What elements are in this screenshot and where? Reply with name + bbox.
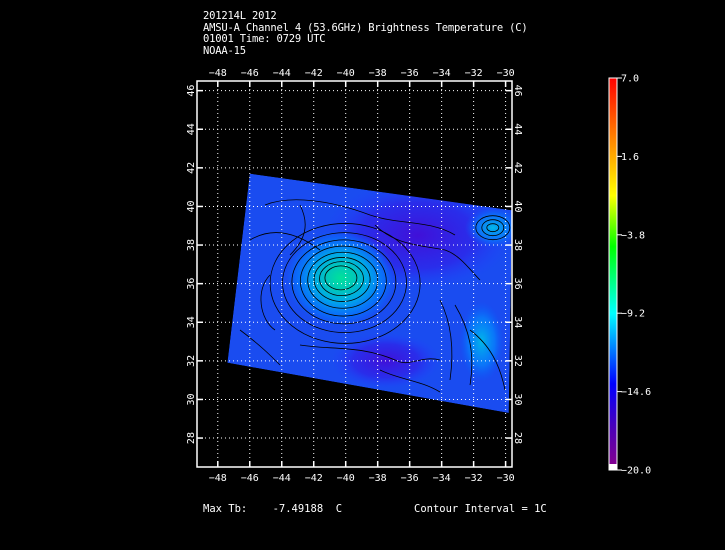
swath-heatmap (227, 173, 512, 413)
lon-label-bottom: −40 (337, 473, 355, 484)
colorbar-label: 1.6 (621, 152, 639, 163)
contour-ring (291, 239, 397, 325)
lat-label-left: 34 (186, 316, 197, 328)
max-tb-value: -7.49188 (272, 503, 324, 515)
lon-label-top: −38 (369, 68, 387, 79)
lon-label-bottom: −44 (273, 473, 291, 484)
lat-label-left: 44 (186, 123, 197, 135)
lat-label-right: 46 (512, 85, 523, 97)
lon-label-bottom: −42 (305, 473, 323, 484)
lat-label-right: 28 (512, 432, 523, 444)
lat-label-right: 40 (512, 200, 523, 212)
contour-ring (319, 261, 364, 297)
lon-label-top: −30 (497, 68, 515, 79)
colorbar-label: −9.2 (621, 309, 645, 320)
lon-label-top: −40 (337, 68, 355, 79)
lon-label-bottom: −36 (401, 473, 419, 484)
contour-ring (282, 232, 407, 334)
lon-label-bottom: −48 (209, 473, 227, 484)
contour-line (264, 199, 456, 236)
satellite-name: NOAA-15 (203, 44, 246, 57)
storm-id-line: 201214L 2012 (203, 10, 277, 22)
colorbar-frame (608, 77, 618, 471)
lat-label-left: 36 (186, 278, 197, 290)
contour-ring (269, 223, 421, 344)
contour-ring (486, 223, 500, 233)
colorbar-label: −3.8 (621, 230, 645, 241)
contour-ring (313, 257, 371, 302)
lon-label-bottom: −46 (241, 473, 259, 484)
lon-label-bottom: −30 (497, 473, 515, 484)
lon-label-bottom: −34 (433, 473, 451, 484)
lon-label-top: −36 (401, 68, 419, 79)
contour-ring (299, 245, 387, 317)
contour-line (289, 204, 306, 256)
lat-label-left: 46 (186, 85, 197, 97)
secondary-warm-core (464, 207, 512, 248)
lat-label-left: 42 (186, 162, 197, 174)
lon-label-top: −48 (209, 68, 227, 79)
lat-label-right: 32 (512, 355, 523, 367)
colorbar-gradient (609, 78, 617, 470)
contour-line (379, 369, 441, 393)
contour-ring (475, 215, 511, 241)
lat-label-left: 30 (186, 393, 197, 405)
lat-label-left: 32 (186, 355, 197, 367)
contour-line (374, 224, 481, 281)
colorbar-min-swatch (609, 464, 617, 470)
lat-label-right: 44 (512, 123, 523, 135)
product-title: AMSU-A Channel 4 (53.6GHz) Brightness Te… (203, 21, 528, 34)
max-tb-label: Max Tb: (203, 503, 248, 515)
colorbar: 7.0 1.6 −3.8 −9.2 −14.6 −20.0 (608, 74, 651, 477)
lat-label-left: 28 (186, 432, 197, 444)
contour-ring (481, 219, 505, 237)
lon-label-top: −34 (433, 68, 451, 79)
lat-label-right: 42 (512, 162, 523, 174)
contour-line (239, 329, 281, 366)
contour-interval-text: Contour Interval = 1C (414, 503, 547, 515)
axis-ticks: −48 −48 −46 −46 −44 −44 −42 −42 −40 −40 −38 −38 −36 −… (186, 68, 523, 484)
contour-line (260, 274, 276, 331)
lon-label-top: −46 (241, 68, 259, 79)
contour-line (469, 329, 506, 391)
lat-label-left: 38 (186, 239, 197, 251)
lat-label-right: 34 (512, 316, 523, 328)
time-line: 01001 Time: 0729 UTC (203, 33, 326, 45)
max-tb-unit: C (335, 503, 343, 515)
lon-label-top: −44 (273, 68, 291, 79)
map-header: 201214L 2012 AMSU-A Channel 4 (53.6GHz) … (203, 10, 528, 57)
lat-lon-grid (197, 81, 512, 467)
lat-label-right: 36 (512, 278, 523, 290)
warm-core (285, 229, 396, 326)
colorbar-label: −20.0 (621, 466, 651, 477)
lat-label-right: 38 (512, 239, 523, 251)
contour-ring (324, 265, 358, 291)
contour-lines (239, 199, 511, 393)
lon-label-top: −42 (305, 68, 323, 79)
lat-label-right: 30 (512, 393, 523, 405)
contour-line (299, 344, 441, 364)
lon-label-top: −32 (465, 68, 483, 79)
lat-label-left: 40 (186, 200, 197, 212)
lon-label-bottom: −38 (369, 473, 387, 484)
secondary-warm-band (459, 301, 504, 382)
colorbar-label: −14.6 (621, 387, 651, 398)
contour-line (439, 299, 453, 381)
lon-label-bottom: −32 (465, 473, 483, 484)
map-frame (196, 80, 513, 468)
contour-ring (307, 251, 379, 309)
max-tb-readout: Max Tb: -7.49188 C (203, 503, 342, 515)
contour-line (454, 304, 473, 386)
colorbar-label: 7.0 (621, 74, 639, 85)
